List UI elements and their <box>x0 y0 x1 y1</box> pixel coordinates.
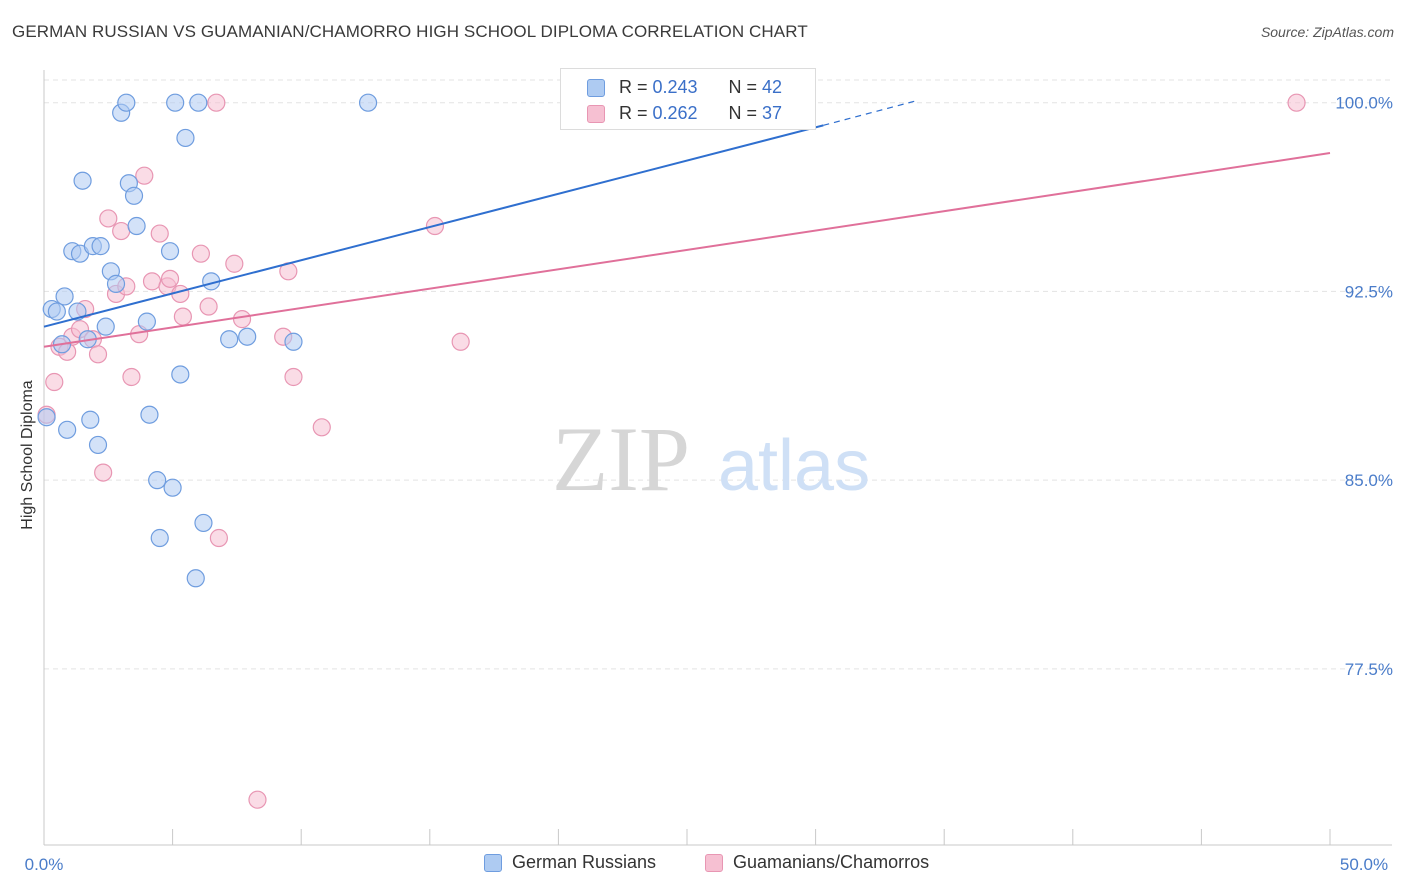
data-point-german-russian <box>47 302 66 321</box>
legend-n-value-1: 42 <box>762 77 783 97</box>
x-tick-label: 50.0% <box>1340 855 1388 874</box>
data-point-german-russian <box>81 410 100 429</box>
trend-line-german-russians-extension <box>823 99 919 126</box>
data-point-german-russian <box>358 93 378 112</box>
data-point-german-russian <box>58 420 77 439</box>
data-point-german-russian <box>160 242 180 261</box>
data-point-german-russian <box>189 93 208 112</box>
data-point-guamanian <box>122 367 141 387</box>
gridlines <box>44 79 1392 670</box>
trend-line-guamanians <box>43 152 1331 348</box>
data-point-guamanian <box>99 209 118 228</box>
data-point-german-russian <box>176 128 195 148</box>
data-point-german-russian <box>124 186 144 205</box>
data-point-german-russian <box>91 237 110 256</box>
data-point-guamanian <box>1287 93 1306 112</box>
legend-r-label-1: R = <box>619 77 653 97</box>
data-point-german-russian <box>163 478 182 497</box>
data-point-german-russian <box>186 569 205 588</box>
data-point-german-russian <box>220 330 239 349</box>
axes <box>43 70 1392 846</box>
legend-label-german-russians: German Russians <box>512 852 657 872</box>
legend-n-label-1: N = <box>728 77 763 97</box>
legend-r-label-2: R = <box>619 103 653 123</box>
data-point-german-russian <box>37 408 56 427</box>
watermark: ZIP atlas <box>552 408 870 510</box>
data-point-german-russian <box>284 332 303 351</box>
data-point-guamanian <box>312 418 331 437</box>
data-point-guamanian <box>199 297 218 316</box>
chart-title: GERMAN RUSSIAN VS GUAMANIAN/CHAMORRO HIG… <box>12 22 808 41</box>
data-point-guamanian <box>88 345 108 364</box>
data-point-guamanian <box>150 224 169 243</box>
legend-r-value-1: 0.243 <box>652 77 698 97</box>
data-point-german-russian <box>171 365 190 384</box>
data-point-guamanian <box>209 528 228 548</box>
legend-swatch-pink <box>705 853 723 872</box>
data-point-guamanian <box>45 372 64 392</box>
legend-n-value-2: 37 <box>762 103 783 123</box>
data-point-german-russian <box>140 405 159 424</box>
legend-swatch-pink <box>587 104 605 123</box>
x-tick-label: 0.0% <box>25 855 64 874</box>
data-point-guamanian <box>232 310 252 329</box>
legend-label-guamanians: Guamanians/Chamorros <box>733 852 930 872</box>
series-legend: German Russians Guamanians/Chamorros <box>0 852 1406 876</box>
trend-line-german-russians <box>43 124 824 328</box>
y-tick-label: 100.0% <box>1335 94 1393 113</box>
data-point-guamanian <box>225 254 244 273</box>
stats-legend: R = 0.243 N = 42 R = 0.262 N = 37 <box>560 68 816 130</box>
data-point-guamanian <box>207 93 226 112</box>
data-point-guamanian <box>135 166 154 185</box>
data-point-german-russian <box>166 93 185 112</box>
legend-item-guamanians[interactable]: Guamanians/Chamorros <box>705 852 929 873</box>
y-tick-label: 85.0% <box>1345 471 1393 490</box>
data-point-german-russian <box>137 312 156 331</box>
legend-swatch-blue <box>484 853 502 872</box>
data-point-german-russian <box>194 513 213 533</box>
data-point-german-russian <box>117 93 136 112</box>
data-point-german-russian <box>127 216 146 236</box>
trend-lines <box>43 99 1331 348</box>
watermark-zip: ZIP <box>552 408 690 510</box>
data-point-german-russian <box>88 435 108 455</box>
data-point-german-russian <box>238 327 257 346</box>
y-tick-label: 92.5% <box>1345 282 1393 301</box>
stats-legend-row-2: R = 0.262 N = 37 <box>587 103 783 124</box>
data-point-german-russian <box>148 471 167 490</box>
data-point-guamanian <box>248 790 267 809</box>
data-point-german-russian <box>73 171 92 190</box>
data-point-german-russian <box>68 302 87 321</box>
y-tick-label: 77.5% <box>1345 660 1393 679</box>
data-point-german-russian <box>106 274 126 293</box>
data-point-german-russian <box>55 287 74 306</box>
data-point-guamanian <box>173 307 192 326</box>
data-point-guamanian <box>451 332 470 351</box>
legend-item-german-russians[interactable]: German Russians <box>484 852 656 873</box>
data-point-german-russian <box>150 528 169 548</box>
legend-n-label-2: N = <box>728 103 763 123</box>
data-point-guamanian <box>160 269 180 288</box>
watermark-atlas: atlas <box>718 426 870 506</box>
legend-r-value-2: 0.262 <box>652 103 698 123</box>
stats-legend-row-1: R = 0.243 N = 42 <box>587 77 783 98</box>
data-point-guamanian <box>284 367 303 387</box>
data-point-german-russian <box>96 317 115 336</box>
legend-swatch-blue <box>587 78 605 97</box>
data-point-guamanian <box>191 244 210 263</box>
data-point-guamanian <box>142 272 162 291</box>
data-point-guamanian <box>94 463 113 482</box>
source-label: Source: ZipAtlas.com <box>1260 24 1394 40</box>
tick-labels: 77.5% 85.0% 92.5% 100.0% 0.0% 50.0% <box>25 94 1393 874</box>
data-point-guamanian <box>112 221 131 241</box>
